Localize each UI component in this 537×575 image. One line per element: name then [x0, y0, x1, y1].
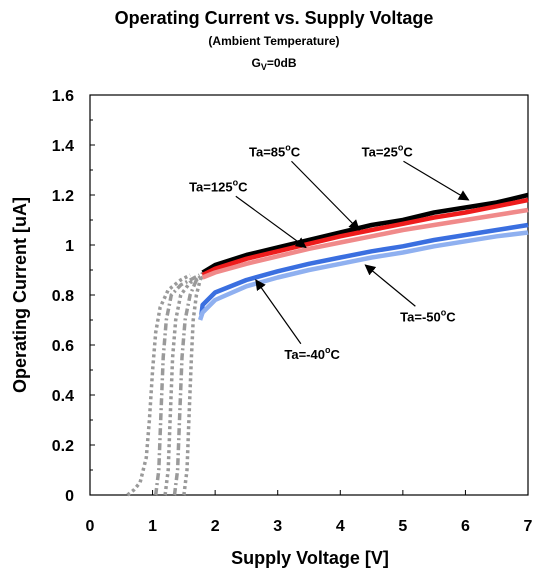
annotation-label: Ta=-50oC [400, 307, 456, 324]
plot-border [89, 94, 529, 496]
condition-rest: =0dB [267, 56, 297, 70]
x-tick-label: 0 [86, 518, 95, 535]
series-line [199, 222, 529, 316]
x-tick-label: 3 [273, 518, 282, 535]
annotation-label: Ta=125oC [189, 177, 248, 194]
x-tick-label: 2 [211, 518, 220, 535]
y-axis-label: Operating Current [uA] [10, 197, 30, 393]
annotation-label: Ta=85oC [249, 142, 301, 159]
y-tick-label: 1.4 [52, 138, 74, 155]
startup-curve [126, 273, 191, 497]
annotation-label: Ta=25oC [362, 142, 414, 159]
y-tick-label: 0.8 [52, 288, 74, 305]
annotation-arrow [364, 264, 416, 307]
annotation-ann-m40: Ta=-40oC [255, 279, 340, 362]
y-tick-label: 0 [65, 488, 74, 505]
y-tick-label: 0.6 [52, 338, 74, 355]
startup-curve [172, 273, 204, 496]
plot-area [89, 94, 529, 496]
annotations: Ta=25oC Ta=85oC Ta=125oC Ta=-50oC Ta=-40oC [189, 142, 470, 362]
annotation-arrow [255, 279, 302, 345]
annotation-ann-125: Ta=125oC [189, 177, 307, 249]
series-curves [197, 192, 529, 321]
x-tick-label: 6 [461, 518, 470, 535]
startup-curve [182, 271, 205, 496]
startup-curve [153, 273, 201, 496]
annotation-arrow [403, 160, 470, 201]
series-line [201, 197, 529, 278]
annotation-arrow [235, 195, 307, 249]
x-tick-label: 5 [398, 518, 407, 535]
x-tick-label: 4 [336, 518, 345, 535]
y-tick-label: 1 [65, 238, 74, 255]
chart-title: Operating Current vs. Supply Voltage [115, 8, 434, 28]
y-tick-label: 0.4 [52, 388, 74, 405]
startup-curve [163, 275, 204, 496]
annotation-ann-25: Ta=25oC [362, 142, 470, 201]
annotation-arrow [291, 160, 360, 231]
condition-main: G [251, 56, 260, 70]
axis-ticks: 0 1 2 3 4 5 6 7 0 0.2 0.4 0.6 0.8 1 1.2 1.4 1.6 [52, 88, 533, 535]
condition-sub: V [261, 62, 267, 72]
y-tick-label: 0.2 [52, 438, 74, 455]
x-axis-label: Supply Voltage [V] [231, 548, 389, 568]
startup-curves [126, 271, 205, 497]
annotation-ann-m50: Ta=-50oC [364, 264, 456, 324]
x-tick-label: 1 [148, 518, 157, 535]
chart-condition: GV=0dB [251, 56, 296, 72]
series-line [201, 207, 529, 280]
y-tick-label: 1.6 [52, 88, 74, 105]
chart-subtitle: (Ambient Temperature) [208, 34, 339, 48]
series-line [197, 230, 529, 321]
annotation-label: Ta=-40oC [284, 345, 340, 362]
x-tick-label: 7 [524, 518, 533, 535]
y-tick-label: 1.2 [52, 188, 74, 205]
annotation-ann-85: Ta=85oC [249, 142, 360, 231]
